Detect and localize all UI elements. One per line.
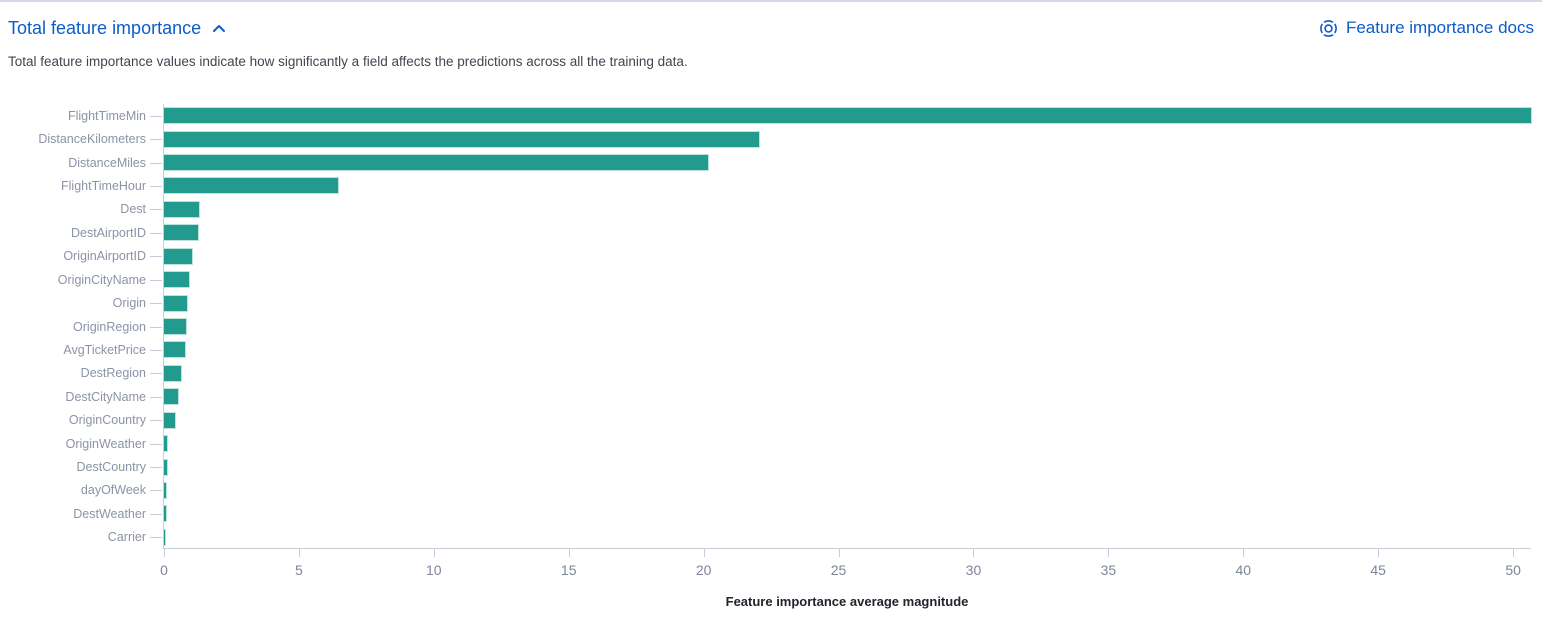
y-axis-label: Dest xyxy=(120,202,146,217)
x-axis-tick xyxy=(1513,549,1515,557)
y-axis-tick xyxy=(150,162,162,164)
y-axis-label: DestCountry xyxy=(76,460,146,475)
bar-dayOfWeek xyxy=(164,481,168,499)
x-axis-tick-label: 5 xyxy=(295,562,303,578)
y-axis-tick xyxy=(150,115,162,117)
x-axis-tick-label: 15 xyxy=(560,562,577,578)
y-axis-tick xyxy=(150,396,162,398)
x-axis-tick xyxy=(838,549,840,557)
feature-importance-docs-link[interactable]: Feature importance docs xyxy=(1319,18,1534,38)
bar-OriginCountry xyxy=(164,411,176,429)
y-axis-label: OriginCityName xyxy=(57,272,146,287)
bar-DestCityName xyxy=(164,388,180,406)
bar-Dest xyxy=(164,200,201,218)
bar-DestRegion xyxy=(164,364,183,382)
x-axis-tick xyxy=(1378,549,1380,557)
panel-title[interactable]: Total feature importance xyxy=(8,17,202,38)
bar-DestAirportID xyxy=(164,224,199,242)
x-axis-tick xyxy=(433,549,435,557)
y-axis-tick xyxy=(150,232,162,234)
x-axis-tick xyxy=(1108,549,1110,557)
bar-DistanceMiles xyxy=(164,154,710,172)
y-axis-tick xyxy=(150,209,162,211)
y-axis-label: DistanceMiles xyxy=(68,155,146,170)
y-axis-label: OriginAirportID xyxy=(63,249,146,264)
y-axis-tick xyxy=(150,513,162,515)
x-axis-tick-label: 45 xyxy=(1370,562,1386,578)
y-axis-tick xyxy=(150,349,162,351)
bar-OriginAirportID xyxy=(164,247,193,265)
y-axis-tick xyxy=(150,490,162,492)
bar-FlightTimeMin xyxy=(164,107,1532,125)
x-axis-tick xyxy=(973,549,975,557)
x-axis-tick-label: 20 xyxy=(695,562,712,578)
bar-Origin xyxy=(164,294,189,312)
x-axis-tick-label: 0 xyxy=(160,562,168,578)
x-axis-tick xyxy=(1243,549,1245,557)
y-axis-tick xyxy=(150,326,162,328)
y-axis-label: OriginRegion xyxy=(73,319,146,334)
y-axis-label: DestWeather xyxy=(73,506,146,521)
y-axis-tick xyxy=(150,303,162,305)
x-axis-tick-label: 50 xyxy=(1505,562,1521,578)
y-axis-tick xyxy=(150,467,162,469)
x-axis-tick xyxy=(568,549,570,557)
x-axis-title: Feature importance average magnitude xyxy=(725,594,969,609)
y-axis-labels: FlightTimeMin DistanceKilometers DistanceM… xyxy=(0,104,148,549)
y-axis-label: DestAirportID xyxy=(70,225,146,240)
x-axis-tick-label: 25 xyxy=(830,562,847,578)
y-axis-tick xyxy=(150,279,162,281)
docs-link-label[interactable]: Feature importance docs xyxy=(1345,18,1534,37)
x-axis-tick xyxy=(164,549,165,557)
y-axis-label: OriginCountry xyxy=(68,413,146,428)
bar-DestWeather xyxy=(164,505,167,523)
bar-DestCountry xyxy=(164,458,168,476)
y-axis-label: Carrier xyxy=(107,530,146,545)
y-axis-label: AvgTicketPrice xyxy=(63,342,146,357)
bar-OriginWeather xyxy=(164,435,169,453)
y-axis-label: DestRegion xyxy=(80,366,146,381)
bar-OriginCityName xyxy=(164,271,190,289)
panel-header: Total feature importance xyxy=(8,14,1534,42)
y-axis-label: dayOfWeek xyxy=(80,483,146,498)
bar-DistanceKilometers xyxy=(164,130,761,148)
y-axis-tick xyxy=(150,537,162,539)
y-axis-tick xyxy=(150,185,162,187)
x-axis-tick xyxy=(298,549,300,557)
chevron-up-icon[interactable] xyxy=(211,21,227,37)
x-axis-tick-label: 10 xyxy=(426,562,442,578)
y-axis-label: Origin xyxy=(112,296,146,311)
lifebuoy-icon xyxy=(1319,19,1338,38)
bar-OriginRegion xyxy=(164,318,188,335)
bar-Carrier xyxy=(164,528,166,546)
total-feature-importance-toggle[interactable]: Total feature importance xyxy=(8,18,227,39)
bar-AvgTicketPrice xyxy=(164,341,187,359)
y-axis-label: DistanceKilometers xyxy=(38,132,146,147)
bar-FlightTimeHour xyxy=(164,177,340,195)
y-axis-label: DestCityName xyxy=(65,389,146,404)
y-axis-tick xyxy=(150,256,162,258)
y-axis-label: FlightTimeHour xyxy=(61,178,146,193)
y-axis-tick xyxy=(150,443,162,445)
y-axis-label: OriginWeather xyxy=(65,436,146,451)
x-axis-tick-label: 35 xyxy=(1100,562,1117,578)
y-axis-label: FlightTimeMin xyxy=(67,108,146,123)
y-axis-tick xyxy=(150,139,162,141)
x-axis-tick-label: 30 xyxy=(965,562,982,578)
bar-chart-plot-area: 0 5 10 15 20 25 30 35 40 45 50 xyxy=(150,104,1532,578)
y-axis-tick xyxy=(150,373,162,375)
x-axis-tick-label: 40 xyxy=(1235,562,1252,578)
y-axis-tick xyxy=(150,420,162,422)
panel-description: Total feature importance values indicate… xyxy=(8,54,688,69)
x-axis-tick xyxy=(703,549,705,557)
